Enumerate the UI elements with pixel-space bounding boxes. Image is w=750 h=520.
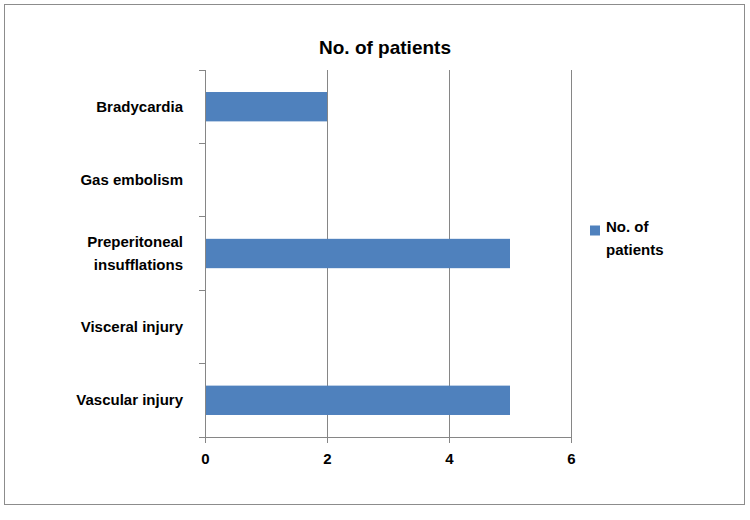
text-line: Bradycardia	[96, 98, 183, 115]
category-separator	[199, 290, 205, 291]
text-line: No. of	[606, 218, 649, 235]
x-tick: 0	[201, 437, 209, 467]
y-tick-label: Bradycardia	[96, 98, 183, 115]
y-tick: Visceral injury	[81, 318, 205, 335]
bar	[205, 239, 510, 268]
category-separators	[199, 70, 205, 437]
y-tick-label: Vascular injury	[76, 391, 183, 408]
text-line: Vascular injury	[76, 391, 183, 408]
x-tick: 2	[323, 437, 331, 467]
y-tick: Vascular injury	[76, 391, 205, 408]
x-tick-label: 4	[445, 450, 454, 467]
x-tick: 6	[567, 437, 575, 467]
chart-border	[5, 5, 745, 505]
x-tick-mark	[449, 437, 450, 443]
y-axis-line	[205, 71, 206, 438]
x-tick: 4	[445, 437, 454, 467]
chart: 0 2 4 6 Bradycardia Gas embolism Preperitoneal…	[0, 0, 750, 520]
legend-label: No. of patients	[606, 218, 664, 258]
legend-swatch	[590, 226, 600, 236]
category-separator	[199, 437, 205, 438]
bar	[205, 386, 510, 415]
y-tick-label: Preperitoneal insufflations	[87, 233, 183, 273]
x-tick-mark	[205, 437, 206, 443]
text-line: Visceral injury	[81, 318, 184, 335]
category-separator	[199, 216, 205, 217]
text-line: insufflations	[94, 256, 183, 273]
y-tick: Bradycardia	[96, 98, 205, 115]
grid-line	[205, 70, 206, 437]
y-axis: Bradycardia Gas embolism Preperitoneal insu…	[76, 71, 205, 438]
title: No. of patients	[319, 37, 451, 58]
text-line: Gas embolism	[80, 171, 183, 188]
x-tick-mark	[327, 437, 328, 443]
text-line: patients	[606, 241, 664, 258]
plot: 0 2 4 6 Bradycardia Gas embolism Preperitoneal…	[76, 70, 575, 467]
x-tick-mark	[571, 437, 572, 443]
grid	[205, 70, 571, 437]
x-tick-label: 0	[201, 450, 209, 467]
bars	[205, 92, 510, 415]
category-separator	[199, 363, 205, 364]
legend: No. of patients	[590, 218, 664, 258]
category-separator	[199, 143, 205, 144]
y-tick-label: Visceral injury	[81, 318, 184, 335]
text-line: Preperitoneal	[87, 233, 183, 250]
grid-line	[571, 70, 572, 437]
y-tick: Gas embolism	[80, 171, 205, 188]
y-tick: Preperitoneal insufflations	[87, 233, 205, 273]
category-separator	[199, 70, 205, 71]
x-axis: 0 2 4 6	[201, 437, 575, 467]
x-axis-line	[206, 437, 572, 438]
x-tick-label: 2	[323, 450, 331, 467]
y-tick-label: Gas embolism	[80, 171, 183, 188]
x-tick-label: 6	[567, 450, 575, 467]
bar	[205, 92, 327, 121]
